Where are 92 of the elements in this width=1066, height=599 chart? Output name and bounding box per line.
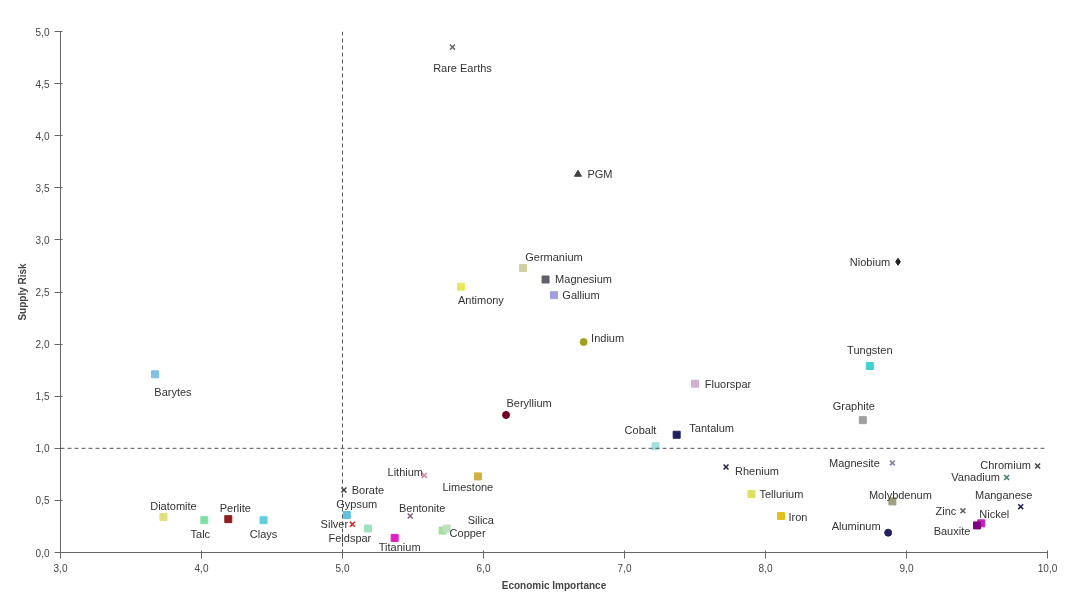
point (390, 533, 399, 542)
series-label: Germanium (525, 251, 583, 264)
series-label: Bentonite (398, 502, 446, 515)
series-label: Graphite (832, 400, 875, 413)
point (973, 521, 981, 530)
point (349, 521, 356, 528)
series-label: Barytes (154, 386, 193, 399)
series-label: Beryllium (506, 396, 552, 409)
series-label: Perlite (219, 502, 251, 515)
series-label: Borate (351, 483, 385, 496)
point (672, 430, 681, 439)
point (363, 524, 372, 533)
series-label: Chromium (980, 459, 1031, 472)
point (150, 370, 159, 379)
point (777, 512, 786, 521)
x-axis-title: Economic Importance (501, 579, 607, 591)
point (159, 513, 168, 522)
point (541, 275, 550, 284)
point (573, 169, 582, 177)
series-label: Titanium (378, 540, 421, 553)
y-tick-label: 3,5 (35, 182, 50, 194)
series-label: Magnesium (555, 273, 612, 286)
point (884, 528, 893, 537)
series-label: Aluminum (831, 519, 881, 532)
series-label: Feldspar (328, 531, 372, 544)
x-tick-label: 5,0 (335, 562, 350, 574)
y-tick-label: 0,0 (35, 547, 50, 559)
point (722, 463, 730, 471)
x-tick-label: 4,0 (194, 562, 209, 574)
series-label: Limestone (442, 481, 494, 494)
x-tick-label: 3,0 (53, 562, 68, 574)
point (579, 338, 588, 347)
y-tick-label: 4,5 (35, 78, 50, 90)
y-axis-title: Supply Risk (16, 262, 28, 321)
series-label: PGM (587, 168, 613, 181)
series-label: Indium (591, 332, 625, 345)
series-label: Rhenium (735, 465, 780, 478)
series-label: Bauxite (933, 525, 971, 538)
series-label: Clays (249, 528, 278, 541)
series-label: Rare Earths (433, 62, 493, 75)
series-label: Niobium (849, 255, 891, 268)
series-label: Copper (449, 526, 486, 539)
y-tick-label: 3,0 (35, 234, 50, 246)
point (259, 516, 268, 525)
x-tick-label: 10,0 (1037, 562, 1058, 574)
series-label: Nickel (979, 508, 1010, 521)
point (1003, 474, 1010, 481)
point (456, 282, 465, 291)
point (473, 472, 482, 481)
point (550, 291, 558, 300)
point (858, 416, 867, 425)
series-label: Cobalt (624, 424, 657, 437)
series-label: Zinc (935, 504, 957, 517)
y-tick-label: 2,5 (35, 287, 50, 298)
point (865, 361, 874, 370)
y-tick-label: 1,0 (35, 443, 50, 455)
series-label: Talc (190, 528, 211, 541)
y-tick-label: 0,5 (35, 495, 50, 507)
series-label: Diatomite (150, 500, 197, 513)
x-tick-label: 6,0 (476, 562, 491, 574)
x-tick-label: 7,0 (617, 562, 632, 574)
y-tick-label: 2,0 (35, 339, 50, 351)
x-tick-label: 9,0 (899, 562, 914, 574)
series-label: Tungsten (847, 343, 893, 356)
series-label: Lithium (387, 466, 424, 479)
point (224, 515, 233, 524)
point (747, 490, 756, 499)
series-label: Gallium (562, 289, 600, 302)
x-tick-label: 8,0 (758, 562, 773, 574)
series-label: Fluorspar (704, 377, 752, 390)
series-label: Manganese (974, 488, 1033, 501)
series-label: Tellurium (759, 488, 804, 501)
y-tick-label: 4,0 (35, 130, 50, 142)
point (442, 524, 451, 533)
series-label: Silica (467, 513, 495, 526)
series-label: Antimony (458, 293, 505, 306)
point (502, 410, 511, 419)
point (342, 510, 351, 519)
point (651, 442, 660, 451)
series-label: Vanadium (951, 471, 1000, 484)
point (200, 516, 209, 525)
series-label: Iron (788, 511, 808, 524)
series-label: Magnesite (829, 456, 880, 469)
y-tick-label: 5,0 (35, 26, 50, 38)
point (518, 264, 527, 273)
series-label: Silver (320, 518, 349, 531)
series-label: Molybdenum (868, 489, 932, 502)
point (691, 379, 699, 388)
series-label: Tantalum (689, 421, 734, 434)
point (1017, 503, 1024, 510)
y-tick-label: 1,5 (35, 391, 50, 403)
series-label: Gypsum (336, 497, 378, 510)
